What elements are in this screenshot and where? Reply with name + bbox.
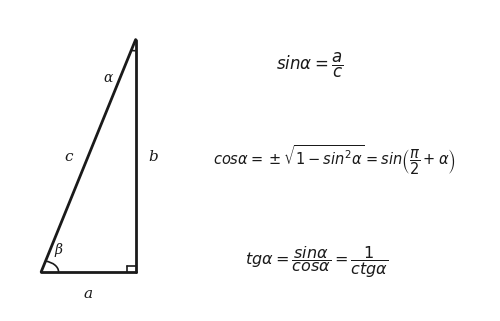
Text: α: α	[104, 71, 113, 85]
Text: β: β	[54, 243, 62, 256]
Text: $cos\alpha = \pm\sqrt{1 - sin^{2}\alpha} = sin\left(\dfrac{\pi}{2}+\alpha\right): $cos\alpha = \pm\sqrt{1 - sin^{2}\alpha}…	[213, 144, 456, 177]
Text: c: c	[64, 150, 73, 164]
Text: b: b	[148, 150, 158, 164]
Text: $sin\alpha = \dfrac{a}{c}$: $sin\alpha = \dfrac{a}{c}$	[276, 50, 344, 80]
Text: $tg\alpha = \dfrac{sin\alpha}{cos\alpha} = \dfrac{1}{ctg\alpha}$: $tg\alpha = \dfrac{sin\alpha}{cos\alpha}…	[246, 244, 389, 280]
Text: a: a	[84, 287, 93, 301]
